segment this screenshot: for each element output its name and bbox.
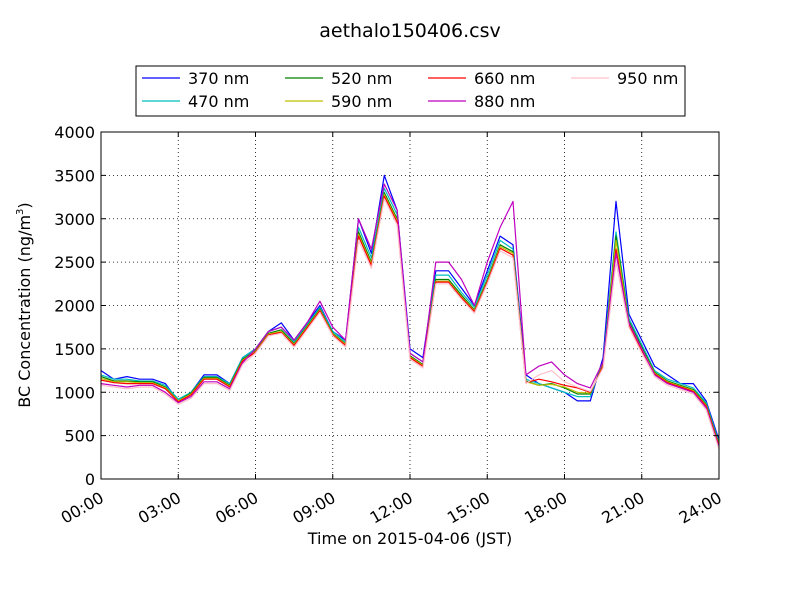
y-tick-label: 3500 — [54, 166, 95, 185]
y-tick-label: 1000 — [54, 383, 95, 402]
series-line-950-nm — [100, 198, 720, 450]
y-tick-label: 2000 — [54, 297, 95, 316]
y-axis-label-superscript: 3 — [15, 209, 26, 215]
y-tick-label: 2500 — [54, 253, 95, 272]
x-tick-label: 06:00 — [212, 488, 261, 528]
plot-frame — [100, 131, 720, 480]
x-tick-label: 18:00 — [521, 488, 570, 528]
legend-label: 880 nm — [474, 92, 535, 111]
x-tick-label: 21:00 — [598, 488, 647, 528]
y-tick-label: 500 — [64, 427, 95, 446]
series-line-520-nm — [100, 192, 720, 445]
legend: 370 nm 470 nm 520 nm 590 nm 660 nm 880 nm 950 … — [135, 65, 686, 117]
series-lines — [100, 174, 720, 450]
legend-items: 370 nm 470 nm 520 nm 590 nm 660 nm 880 nm 950 … — [142, 69, 678, 111]
x-tick-label: 00:00 — [58, 488, 107, 528]
legend-label: 660 nm — [474, 69, 535, 88]
legend-box — [135, 65, 686, 117]
x-tick-label: 12:00 — [367, 488, 416, 528]
y-tick-labels: 0 500 1000 1500 2000 2500 3000 3500 4000 — [54, 123, 95, 489]
y-tick-label: 1500 — [54, 340, 95, 359]
y-axis-label: BC Concentration (ng/m3) — [15, 202, 34, 407]
legend-label: 950 nm — [617, 69, 678, 88]
y-axis-label-close: ) — [15, 202, 34, 208]
axes — [100, 131, 720, 480]
x-axis-label: Time on 2015-04-06 (JST) — [307, 529, 512, 548]
legend-label: 470 nm — [188, 92, 249, 111]
x-tick-labels: 00:00 03:00 06:00 09:00 12:00 15:00 18:00 21:00… — [58, 488, 725, 528]
x-tick-label: 09:00 — [289, 488, 338, 528]
x-tick-label: 15:00 — [444, 488, 493, 528]
y-tick-label: 4000 — [54, 123, 95, 142]
chart-title: aethalo150406.csv — [319, 20, 501, 42]
y-tick-label: 3000 — [54, 210, 95, 229]
x-tick-label: 03:00 — [135, 488, 184, 528]
y-axis-label-main: BC Concentration (ng/m — [15, 215, 34, 408]
legend-label: 590 nm — [331, 92, 392, 111]
legend-label: 520 nm — [331, 69, 392, 88]
y-tick-label: 0 — [85, 470, 95, 489]
legend-label: 370 nm — [188, 69, 249, 88]
x-tick-label: 24:00 — [676, 488, 725, 528]
